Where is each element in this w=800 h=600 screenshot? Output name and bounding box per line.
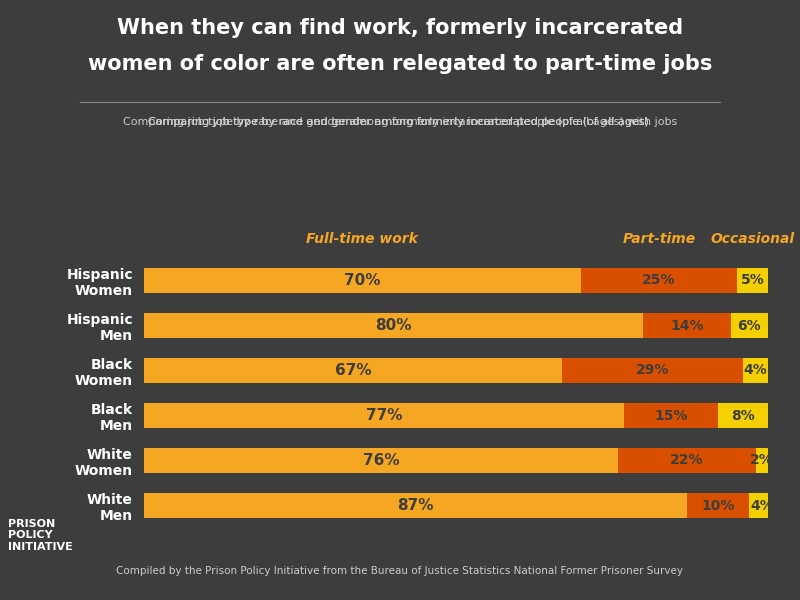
Text: 22%: 22% (670, 454, 704, 467)
Bar (625, 403, 718, 428)
Bar (144, 403, 625, 428)
Text: Comparing job type by race and gender among formerly incarcerated people (of all: Comparing job type by race and gender am… (148, 117, 652, 127)
Bar (144, 358, 562, 383)
Text: 5%: 5% (741, 274, 764, 287)
Bar (144, 448, 618, 473)
Bar (737, 268, 768, 293)
Text: 4%: 4% (750, 499, 774, 512)
Text: 4%: 4% (744, 364, 767, 377)
Text: 29%: 29% (636, 364, 670, 377)
Text: 10%: 10% (702, 499, 734, 512)
Text: Comparing job type by race and gender among formerly incarcerated people (of all: Comparing job type by race and gender am… (148, 117, 652, 127)
Text: 77%: 77% (366, 408, 402, 423)
Text: When they can find work, formerly incarcerated: When they can find work, formerly incarc… (117, 18, 683, 38)
Bar (581, 268, 737, 293)
Text: Compiled by the Prison Policy Initiative from the Bureau of Justice Statistics N: Compiled by the Prison Policy Initiative… (117, 566, 683, 576)
Bar (562, 358, 743, 383)
Text: 67%: 67% (334, 363, 371, 378)
Text: Comparing job type by race and gender among formerly incarcerated people (of all: Comparing job type by race and gender am… (123, 117, 677, 127)
Bar (743, 358, 768, 383)
Text: 15%: 15% (654, 409, 688, 422)
Text: Full-time work: Full-time work (306, 232, 418, 246)
Bar (718, 403, 768, 428)
Bar (750, 493, 774, 518)
Text: 76%: 76% (363, 453, 399, 468)
Text: 25%: 25% (642, 274, 675, 287)
Bar (144, 313, 643, 338)
Bar (687, 493, 750, 518)
Text: 6%: 6% (738, 319, 761, 332)
Bar (643, 313, 730, 338)
Bar (730, 313, 768, 338)
Bar (144, 268, 581, 293)
Bar (144, 493, 687, 518)
Text: women of color are often relegated to part-time jobs: women of color are often relegated to pa… (88, 54, 712, 74)
Bar (755, 448, 768, 473)
Text: 80%: 80% (375, 318, 412, 333)
Text: 70%: 70% (344, 273, 381, 288)
Text: 8%: 8% (731, 409, 755, 422)
Bar (618, 448, 755, 473)
Text: PRISON
POLICY
INITIATIVE: PRISON POLICY INITIATIVE (8, 519, 73, 552)
Text: Part-time: Part-time (622, 232, 695, 246)
Text: 2%: 2% (750, 454, 774, 467)
Text: Occasional: Occasional (710, 232, 794, 246)
Text: 14%: 14% (670, 319, 704, 332)
Text: 87%: 87% (397, 498, 434, 513)
